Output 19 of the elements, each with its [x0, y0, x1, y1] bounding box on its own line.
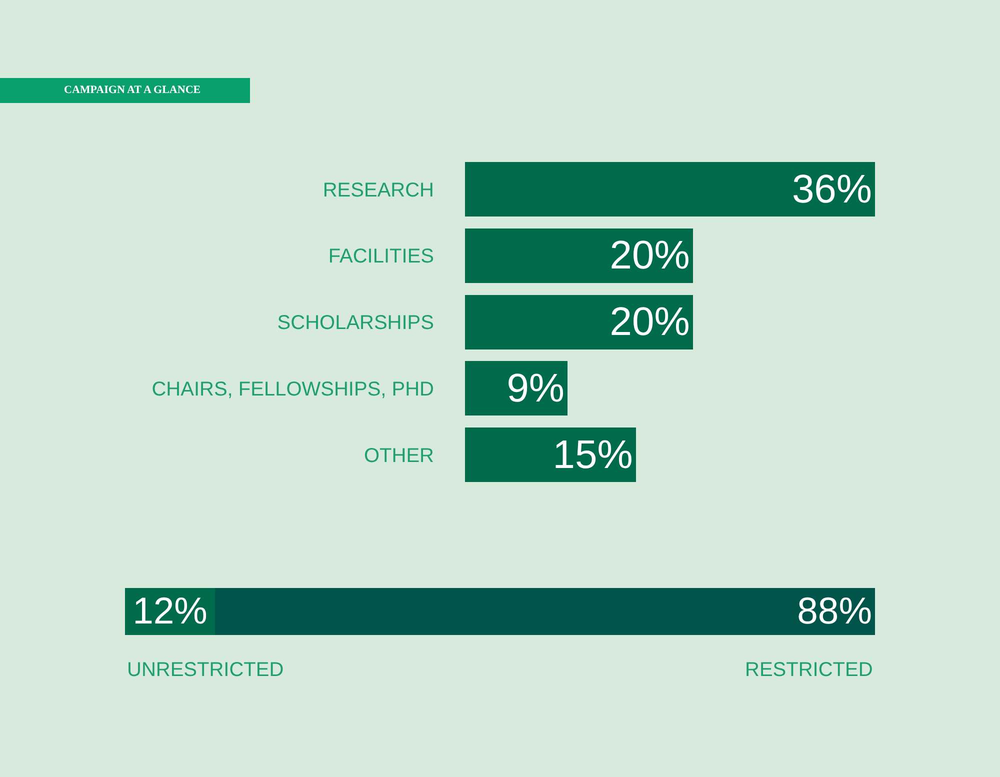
bar [465, 294, 693, 350]
bar [465, 428, 636, 482]
bar [465, 162, 875, 217]
text: CAMPAIGN AT A GLANCE [64, 84, 201, 96]
y-tick-label: CHAIRS, FELLOWSHIPS, PHD [152, 378, 434, 400]
data-label: 88% [797, 590, 872, 632]
series-label: RESTRICTED [745, 659, 873, 681]
data-label: 20% [610, 300, 690, 344]
data-label: 36% [792, 167, 872, 212]
data-label: 20% [610, 234, 690, 278]
bar [465, 228, 693, 283]
y-tick-label: SCHOLARSHIPS [277, 312, 434, 334]
data-label: 9% [506, 366, 564, 410]
data-label: 15% [552, 432, 633, 477]
data-label: 12% [132, 590, 208, 632]
y-tick-label: RESEARCH [322, 179, 434, 202]
y-tick-label: FACILITIES [328, 246, 434, 268]
series-label: UNRESTRICTED [127, 659, 284, 681]
y-tick-label: OTHER [364, 444, 434, 467]
